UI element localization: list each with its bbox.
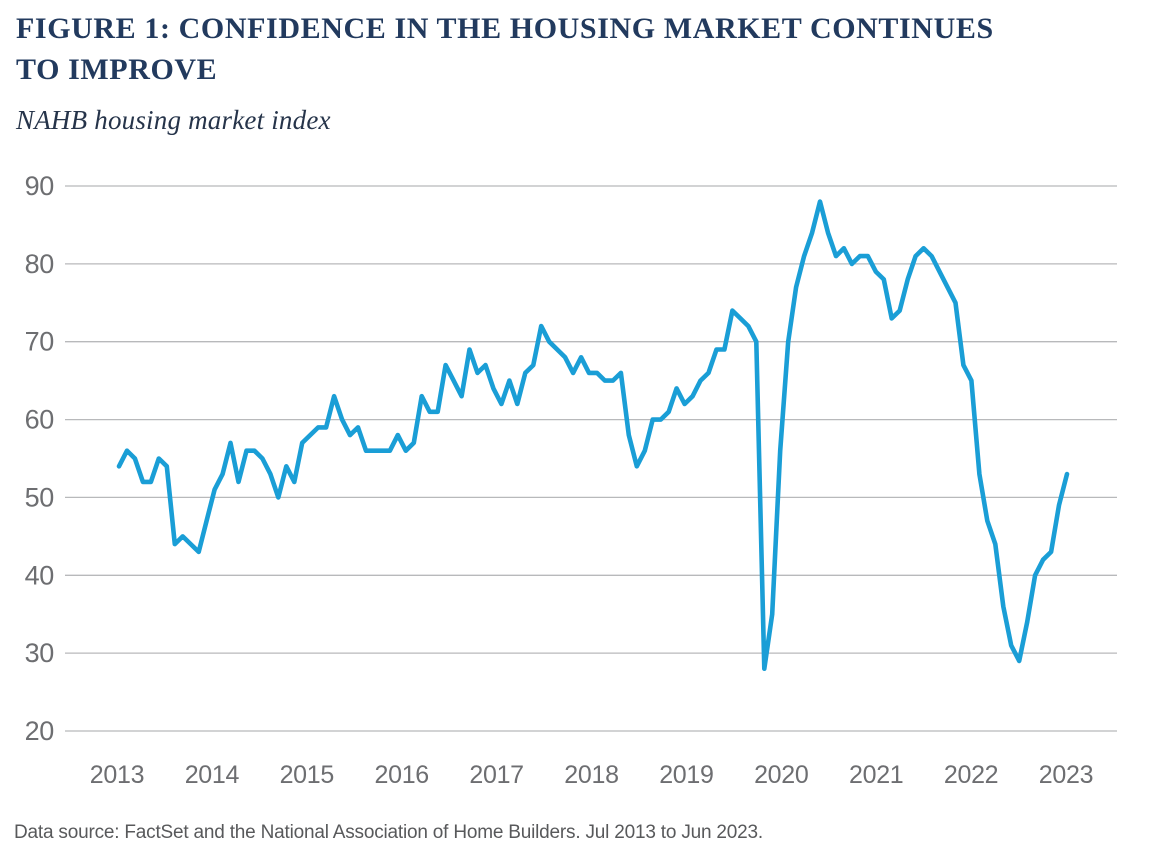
figure-title-line-1: FIGURE 1: CONFIDENCE IN THE HOUSING MARK… <box>16 12 994 45</box>
y-axis-label-50: 50 <box>25 482 54 512</box>
y-axis-label-40: 40 <box>25 560 54 590</box>
y-axis-label-30: 30 <box>25 638 54 668</box>
x-axis-label-2013: 2013 <box>90 761 144 789</box>
x-axis-label-2015: 2015 <box>280 761 334 789</box>
y-axis-label-20: 20 <box>25 716 54 746</box>
y-axis-label-90: 90 <box>25 171 54 201</box>
figure-title-line-2: TO IMPROVE <box>16 53 218 86</box>
y-axis-label-60: 60 <box>25 405 54 435</box>
hmi-line-chart: 90 80 70 60 50 40 30 20 2013 2014 2015 2016 2017 2018… <box>25 171 1117 789</box>
figure-title: FIGURE 1: CONFIDENCE IN THE HOUSING MARK… <box>16 8 1126 90</box>
x-axis-label-2019: 2019 <box>659 761 713 789</box>
data-source-note: Data source: FactSet and the National As… <box>14 822 763 843</box>
hmi-series-line <box>116 199 1070 672</box>
x-axis-label-2023: 2023 <box>1039 761 1093 789</box>
x-axis-label-2014: 2014 <box>185 761 240 789</box>
x-axis-label-2018: 2018 <box>564 761 618 789</box>
x-axis-label-2022: 2022 <box>944 761 998 789</box>
x-axis-label-2021: 2021 <box>849 761 903 789</box>
y-axis-label-70: 70 <box>25 327 54 357</box>
x-axis-label-2016: 2016 <box>374 761 428 789</box>
x-axis-label-2020: 2020 <box>754 761 808 789</box>
x-axis-label-2017: 2017 <box>469 761 523 789</box>
y-axis-label-80: 80 <box>25 249 54 279</box>
figure-subtitle: NAHB housing market index <box>16 105 331 135</box>
